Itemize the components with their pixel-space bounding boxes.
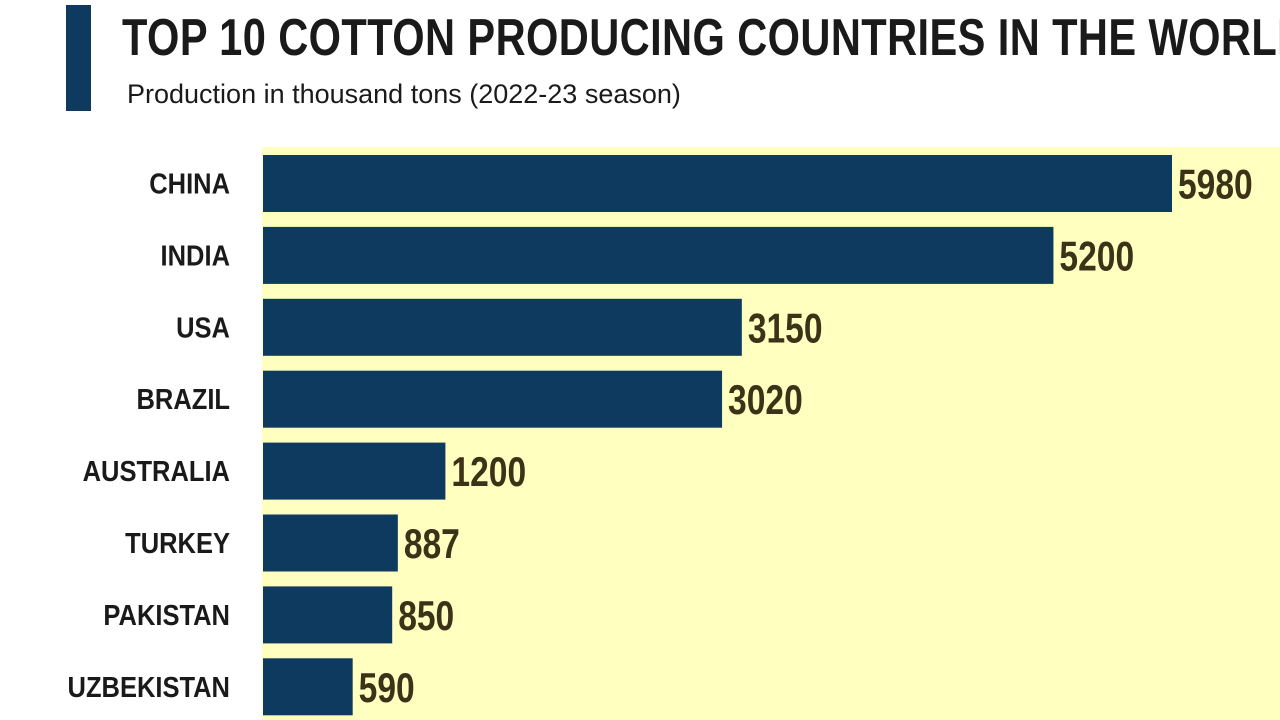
category-labels-group: CHINA INDIA USA BRAZIL AUSTRALIA TURKEY PAKIST… [68,167,230,703]
bar-pakistan [263,586,393,644]
bar-india [263,226,1054,284]
value-label-brazil: 3020 [728,378,803,424]
category-label-turkey: TURKEY [125,526,230,559]
bar-brazil [263,370,723,428]
bar-australia [263,442,446,500]
bar-usa [263,298,742,356]
category-label-uzbekistan: UZBEKISTAN [68,670,230,703]
value-label-australia: 1200 [451,450,526,496]
value-label-usa: 3150 [748,306,823,352]
value-label-turkey: 887 [404,522,460,568]
category-label-india: INDIA [161,239,230,272]
value-label-pakistan: 850 [398,593,454,639]
bar-turkey [263,514,398,572]
value-label-india: 5200 [1059,234,1134,280]
category-label-china: CHINA [149,167,230,200]
category-label-australia: AUSTRALIA [83,455,230,488]
chart-subtitle: Production in thousand tons (2022-23 sea… [127,79,681,109]
title-accent-bar [66,5,91,111]
value-labels-group: 5980 5200 3150 3020 1200 887 850 590 [359,162,1253,712]
bar-china [263,155,1172,212]
value-label-uzbekistan: 590 [359,665,415,711]
bars-group [263,155,1172,716]
bar-uzbekistan [263,658,353,716]
category-label-usa: USA [176,311,230,344]
chart-title: TOP 10 COTTON PRODUCING COUNTRIES IN THE… [122,9,1280,67]
category-label-pakistan: PAKISTAN [103,598,230,631]
category-label-brazil: BRAZIL [137,383,230,416]
value-label-china: 5980 [1178,162,1253,208]
